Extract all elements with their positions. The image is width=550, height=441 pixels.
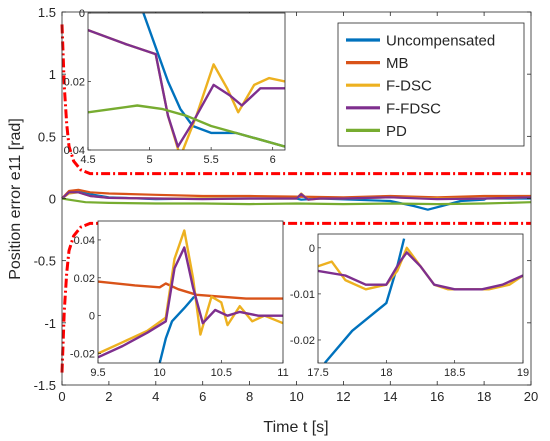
x-tick-label: 16 — [430, 389, 444, 404]
x-tick-label: 0 — [58, 389, 65, 404]
inset3-plot-area — [318, 234, 523, 363]
x-axis-label: Time t [s] — [263, 419, 328, 436]
bound-line-lower — [60, 221, 531, 373]
y-tick-label: -0.01 — [290, 289, 315, 301]
main-ticks: 0 2 4 6 8 10 12 14 16 18 20 -1.5 -1 -0.5 0 0.5 1 1.5 — [34, 5, 539, 404]
series-line-ffdsc — [318, 251, 523, 291]
inset3-frame — [317, 233, 524, 364]
legend-label: F-DSC — [386, 78, 432, 95]
x-tick-label: 8 — [246, 389, 253, 404]
y-tick-label: 0 — [79, 8, 85, 20]
y-tick-label: -0.5 — [34, 254, 56, 269]
x-tick-label: 17.5 — [307, 367, 328, 379]
legend-label: MB — [386, 55, 409, 72]
series-line-mb — [98, 280, 283, 300]
inset3-series — [318, 238, 523, 363]
inset2-frame — [97, 220, 284, 364]
x-tick-label: 9.5 — [90, 367, 105, 379]
legend-label: PD — [386, 123, 407, 140]
x-tick-label: 6 — [199, 389, 206, 404]
y-tick-label: -0.02 — [70, 349, 95, 361]
series-line-pd — [61, 197, 532, 206]
x-tick-label: 10 — [154, 367, 166, 379]
legend-items: Uncompensated MB F-DSC F-FDSC PD — [346, 33, 495, 140]
y-tick-label: -1.5 — [34, 378, 56, 393]
y-tick-label: 0.04 — [64, 145, 85, 157]
x-tick-label: 18 — [380, 367, 392, 379]
series-line-mb — [61, 188, 531, 200]
y-tick-label: 0.02 — [64, 77, 85, 89]
x-tick-label: 18 — [477, 389, 491, 404]
x-tick-label: 5 — [147, 154, 153, 166]
y-tick-label: 1 — [49, 67, 56, 82]
x-tick-label: 2 — [105, 389, 112, 404]
x-tick-label: 20 — [524, 389, 538, 404]
y-axis-label: Position error e11 [rad] — [7, 118, 24, 280]
y-tick-label: 0.04 — [74, 235, 95, 247]
series-line-ffdsc — [88, 28, 285, 148]
series-line-uncomp — [323, 238, 406, 363]
legend: Uncompensated MB F-DSC F-FDSC PD — [337, 22, 525, 147]
x-tick-label: 10.5 — [211, 367, 232, 379]
y-tick-label: 0 — [89, 311, 95, 323]
x-tick-label: 6 — [270, 154, 276, 166]
x-tick-label: 18.5 — [444, 367, 465, 379]
x-tick-label: 14 — [383, 389, 397, 404]
inset-bottom-left: 9.5 10 10.5 11 -0.02 0 0.02 0.04 — [70, 220, 289, 379]
series-line-fdsc — [98, 229, 283, 355]
x-tick-label: 10 — [289, 389, 303, 404]
series-line-pd — [88, 104, 285, 148]
series-line-ffdsc — [61, 191, 532, 201]
x-tick-label: 12 — [336, 389, 350, 404]
y-tick-label: 0.02 — [74, 273, 95, 285]
y-tick-label: 1.5 — [38, 5, 56, 20]
inset-bottom-right: 17.5 18 18.5 19 0 -0.01 -0.02 — [290, 233, 529, 379]
series-line-ffdsc — [98, 246, 283, 359]
inset-top-left: 4.5 5 5.5 6 0 0.02 0.04 — [64, 8, 286, 166]
legend-label: Uncompensated — [386, 33, 495, 50]
y-tick-label: -0.02 — [290, 335, 315, 347]
x-tick-label: 4 — [152, 389, 159, 404]
bound-line-upper — [60, 24, 531, 176]
y-tick-label: 0.5 — [38, 129, 56, 144]
legend-label: F-FDSC — [386, 100, 441, 117]
x-tick-label: 5.5 — [203, 154, 218, 166]
inset1-series — [88, 13, 285, 150]
inset1-plot-area — [88, 13, 285, 150]
y-tick-label: 0 — [49, 192, 56, 207]
x-tick-label: 4.5 — [80, 154, 95, 166]
x-tick-label: 19 — [517, 367, 529, 379]
x-tick-label: 11 — [277, 367, 288, 379]
main-series — [60, 24, 532, 373]
y-tick-label: -1 — [44, 316, 56, 331]
series-line-uncomp — [158, 295, 196, 363]
y-tick-label: 0 — [309, 243, 315, 255]
inset2-series — [98, 229, 283, 363]
